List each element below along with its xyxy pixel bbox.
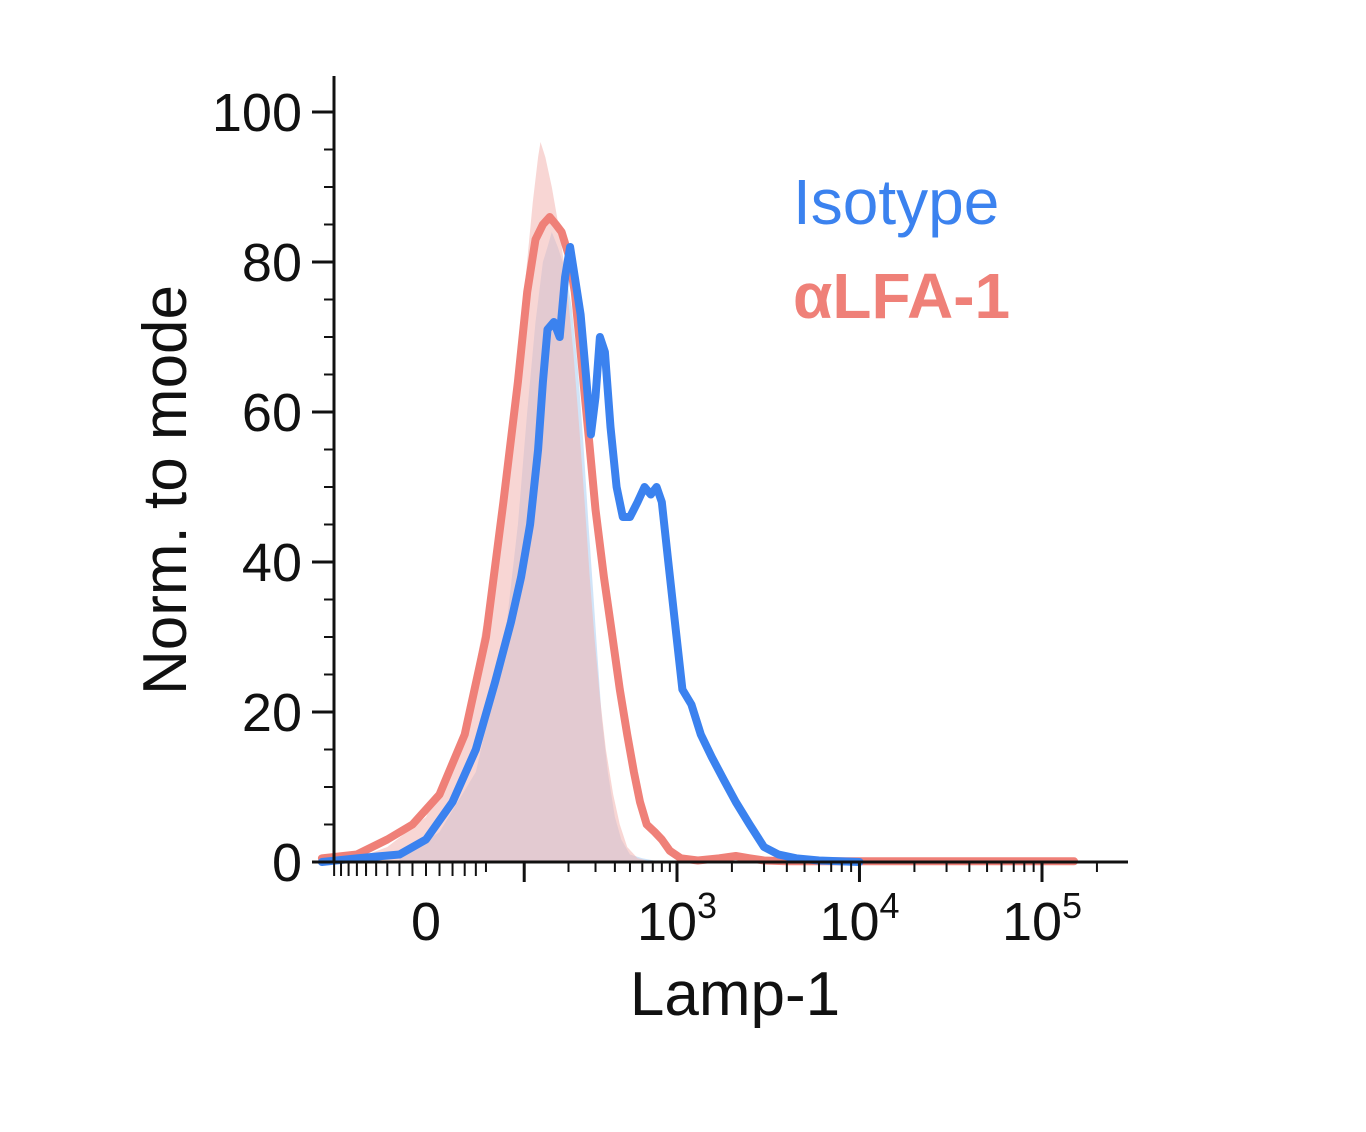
y-ticks: 0 20 40 60 80 100 <box>212 83 334 893</box>
x-ticks: 0 103 104 105 <box>333 862 1098 952</box>
x-tick-label: 105 <box>1002 885 1082 952</box>
y-axis-title: Norm. to mode <box>131 285 200 695</box>
legend-entry-alfa1: αLFA-1 <box>793 260 1010 332</box>
series-line-0 <box>317 243 864 866</box>
x-axis-title: Lamp-1 <box>630 960 840 1029</box>
histogram-lines <box>317 213 1079 866</box>
x-tick-label: 104 <box>819 885 899 952</box>
legend-entry-isotype: Isotype <box>793 166 999 238</box>
y-tick-label: 60 <box>242 383 302 443</box>
y-tick-label: 0 <box>272 833 302 893</box>
y-tick-label: 100 <box>212 83 302 143</box>
y-tick-label: 40 <box>242 533 302 593</box>
x-tick-label: 103 <box>637 885 717 952</box>
y-tick-label: 20 <box>242 683 302 743</box>
x-tick-label: 0 <box>411 892 441 952</box>
axes <box>332 76 1128 864</box>
y-tick-label: 80 <box>242 233 302 293</box>
series-line-1 <box>317 213 1079 866</box>
